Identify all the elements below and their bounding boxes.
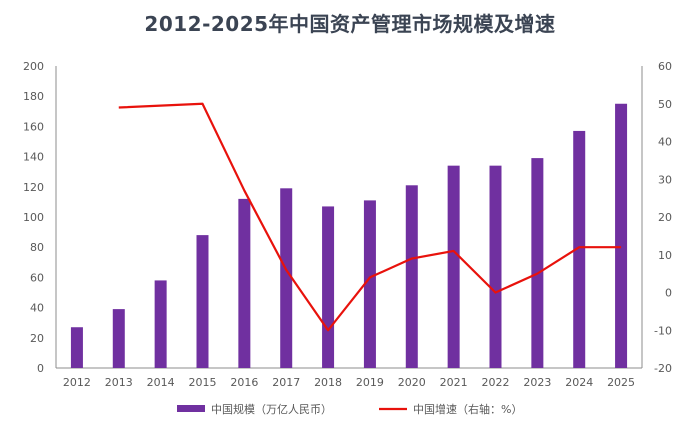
y-right-tick-label: 20	[658, 211, 672, 224]
y-right-tick-label: 10	[658, 249, 672, 262]
y-left-tick-label: 200	[23, 60, 44, 73]
y-left-tick-label: 120	[23, 181, 44, 194]
bar-2012	[70, 327, 83, 368]
x-tick-label: 2025	[607, 376, 635, 389]
y-right-tick-label: 0	[665, 287, 672, 300]
y-left-tick-label: 0	[37, 362, 44, 375]
x-tick-label: 2014	[147, 376, 175, 389]
x-tick-label: 2013	[105, 376, 133, 389]
y-left-tick-label: 20	[30, 332, 44, 345]
bar-2014	[154, 280, 167, 368]
bar-2022	[489, 165, 502, 368]
x-tick-label: 2019	[356, 376, 384, 389]
tick-labels: 0 20 40 60 80 100 120 140 160 180 200 -20 -10 0 10 20 30…	[23, 60, 672, 389]
bar-2023	[531, 158, 544, 368]
bar-2021	[447, 165, 460, 368]
bar-2013	[112, 309, 125, 368]
axes	[55, 66, 643, 369]
bar-2017	[280, 188, 293, 368]
x-tick-label: 2020	[398, 376, 426, 389]
chart-title: 2012-2025年中国资产管理市场规模及增速	[144, 12, 556, 36]
x-tick-label: 2016	[230, 376, 258, 389]
growth-line	[118, 102, 622, 332]
y-left-tick-label: 140	[23, 151, 44, 164]
y-left-tick-label: 180	[23, 90, 44, 103]
legend-label-bar: 中国规模（万亿人民币）	[211, 402, 332, 416]
x-tick-label: 2022	[482, 376, 510, 389]
legend: 中国规模（万亿人民币） 中国增速（右轴：%）	[177, 402, 522, 416]
x-tick-label: 2023	[523, 376, 551, 389]
bar-series	[70, 103, 628, 368]
y-right-tick-label: 30	[658, 173, 672, 186]
x-tick-label: 2021	[440, 376, 468, 389]
y-right-tick-label: 40	[658, 136, 672, 149]
bar-2015	[196, 235, 209, 368]
y-left-tick-label: 80	[30, 241, 44, 254]
x-tick-label: 2018	[314, 376, 342, 389]
bar-2019	[363, 200, 376, 368]
legend-swatch-bar	[177, 405, 205, 412]
bar-2024	[573, 130, 586, 368]
y-left-tick-label: 100	[23, 211, 44, 224]
y-left-tick-label: 60	[30, 271, 44, 284]
y-left-tick-label: 40	[30, 302, 44, 315]
y-right-tick-label: -20	[654, 362, 672, 375]
line-series	[118, 102, 622, 332]
bar-2016	[238, 198, 251, 368]
y-left-tick-label: 160	[23, 120, 44, 133]
x-tick-label: 2024	[565, 376, 593, 389]
legend-label-line: 中国增速（右轴：%）	[413, 402, 522, 416]
y-right-tick-label: 60	[658, 60, 672, 73]
x-tick-label: 2017	[272, 376, 300, 389]
y-right-tick-label: -10	[654, 324, 672, 337]
x-tick-label: 2015	[189, 376, 217, 389]
bar-2025	[615, 103, 628, 368]
bar-2018	[322, 206, 335, 368]
y-right-tick-label: 50	[658, 98, 672, 111]
x-tick-label: 2012	[63, 376, 91, 389]
bar-2020	[405, 185, 418, 368]
